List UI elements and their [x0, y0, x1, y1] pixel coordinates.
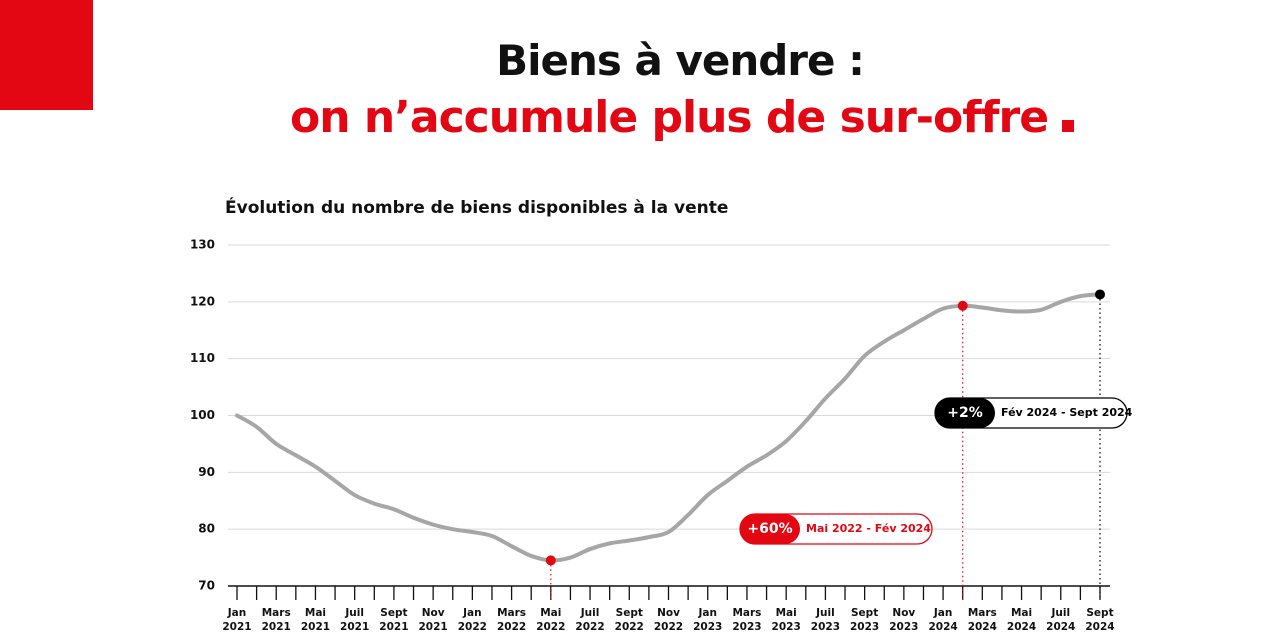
subtitle-text: on n’accumule plus de sur-offre [290, 92, 1049, 143]
x-tick-label: Sept 2024 [1085, 607, 1115, 633]
x-tick-label: Jan 2022 [457, 607, 487, 633]
x-tick-label: Mars 2022 [496, 607, 527, 633]
y-tick-label: 70 [198, 579, 215, 593]
y-tick-label: 90 [198, 465, 215, 479]
y-tick-label: 130 [190, 238, 215, 252]
x-tick-label: Mai 2022 [536, 607, 566, 633]
x-tick-label: Mars 2023 [732, 607, 762, 633]
annotation-badge [740, 514, 800, 544]
x-tick-label: Mars 2021 [261, 607, 291, 633]
y-tick-label: 100 [190, 408, 215, 422]
square [1062, 120, 1075, 132]
point-marker [1095, 289, 1105, 300]
y-tick-label: 80 [198, 522, 215, 536]
x-tick-label: Jan 2024 [928, 607, 958, 633]
x-tick-label: Sept 2021 [379, 607, 409, 633]
x-tick-label: Mai 2024 [1006, 607, 1037, 633]
x-tick-label: Nov 2023 [889, 607, 919, 633]
point-marker [545, 555, 556, 566]
subtitle: on n’accumule plus de sur-offre [290, 92, 1075, 143]
annotation-badge [935, 398, 995, 428]
y-tick-label: 110 [190, 351, 215, 365]
annotation-badge-text: +2% [947, 405, 983, 421]
x-tick-label: Mars 2024 [967, 607, 997, 633]
x-tick-label: Juil 2024 [1046, 607, 1076, 633]
x-tick-label: Sept 2022 [614, 607, 644, 633]
x-tick-label: Nov 2022 [653, 607, 684, 633]
annotation-text: Mai 2022 - Fév 2024 [806, 522, 931, 535]
x-tick-label: Juil 2023 [810, 607, 841, 633]
x-tick-label: Mai 2023 [771, 607, 801, 633]
line [235, 292, 1102, 563]
chart-title: Évolution du nombre de biens disponibles… [225, 196, 728, 218]
x-tick-label: Nov 2021 [418, 607, 448, 633]
x-tick-label: Sept 2023 [850, 607, 880, 633]
x-tick-label: Mai 2021 [300, 607, 331, 633]
point-marker [957, 300, 968, 311]
title: Biens à vendre : [496, 36, 865, 85]
x-tick-label: Jan 2021 [222, 607, 252, 633]
annotation-badge-text: +60% [747, 521, 792, 537]
corner-block [0, 0, 93, 110]
x-tick-label: Juil 2022 [575, 607, 605, 633]
annotation-text: Fév 2024 - Sept 2024 [1001, 406, 1133, 419]
x-tick-label: Jan 2023 [693, 607, 723, 633]
y-tick-label: 120 [190, 294, 215, 308]
x-tick-label: Juil 2021 [340, 607, 370, 633]
